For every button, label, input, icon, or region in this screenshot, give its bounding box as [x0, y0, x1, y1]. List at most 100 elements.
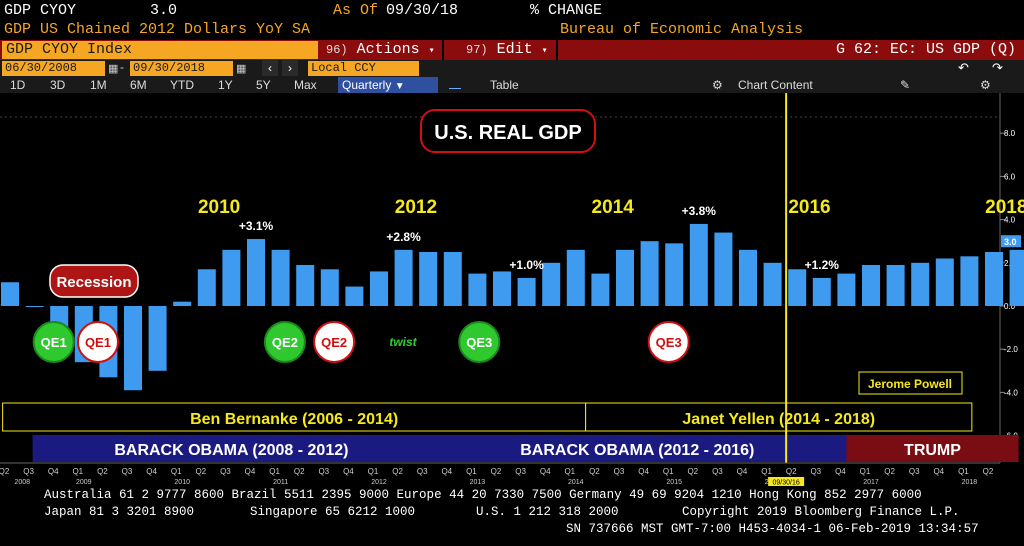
x-quarter-label: Q1 [663, 467, 674, 476]
president-bar [846, 435, 1019, 462]
gdp-bar [370, 271, 388, 306]
x-quarter-label: Q2 [491, 467, 502, 476]
range-button-max[interactable]: Max [294, 78, 317, 92]
x-year-label: 2013 [470, 479, 486, 486]
start-date-input[interactable]: 06/30/2008 [2, 61, 105, 76]
data-source: Bureau of Economic Analysis [560, 21, 804, 38]
x-year-label: 2012 [371, 479, 387, 486]
footer-phones-1: Australia 61 2 9777 8600 Brazil 5511 239… [44, 488, 922, 502]
gdp-bar [542, 262, 561, 306]
gdp-bar [271, 249, 290, 306]
next-period-button[interactable]: › [282, 60, 298, 76]
recession-box [49, 264, 139, 298]
x-quarter-label: Q4 [343, 467, 354, 476]
x-quarter-label: Q2 [294, 467, 305, 476]
frequency-select[interactable]: Quarterly ▼ [338, 77, 438, 93]
x-quarter-label: Q1 [171, 467, 182, 476]
x-quarter-label: Q3 [220, 467, 231, 476]
x-quarter-label: Q4 [441, 467, 452, 476]
x-quarter-label: Q3 [417, 467, 428, 476]
president-label: TRUMP [904, 442, 961, 459]
qe-label: QE1 [85, 335, 111, 350]
edit-chart-icon[interactable]: ✎ [900, 78, 911, 92]
range-button-1y[interactable]: 1Y [218, 78, 233, 92]
x-quarter-label: Q3 [614, 467, 625, 476]
range-button-ytd[interactable]: YTD [170, 78, 194, 92]
gdp-bar [665, 243, 684, 306]
range-button-5y[interactable]: 5Y [256, 78, 271, 92]
range-button-3d[interactable]: 3D [50, 78, 66, 92]
gdp-bar [640, 241, 659, 306]
prev-period-button[interactable]: ‹ [262, 60, 278, 76]
edit-label: Edit [496, 41, 533, 58]
x-quarter-label: Q1 [958, 467, 969, 476]
footer-session: SN 737666 MST GMT-7:00 H453-4034-1 06-Fe… [566, 522, 979, 536]
table-button[interactable]: Table [490, 78, 519, 92]
x-quarter-label: Q2 [983, 467, 994, 476]
value-annotation: +3.8% [682, 204, 717, 218]
range-button-1d[interactable]: 1D [10, 78, 26, 92]
qe-marker [32, 321, 75, 363]
gdp-bar [985, 252, 1003, 306]
value-annotation: +1.2% [805, 258, 840, 272]
range-button-6m[interactable]: 6M [130, 78, 147, 92]
x-year-label: 2015 [666, 479, 682, 486]
gdp-bar [148, 306, 167, 371]
twist-label: twist [389, 335, 417, 349]
undo-icon[interactable]: ↶ [958, 60, 969, 75]
line-chart-icon[interactable]: ⎼ [448, 78, 461, 92]
gdp-bar [837, 273, 856, 306]
calendar-icon[interactable]: ▦ [108, 63, 119, 75]
qe-label: QE3 [466, 335, 492, 350]
y-tick-label: 8.0 [1004, 129, 1016, 138]
x-quarter-label: Q2 [786, 467, 797, 476]
range-button-1m[interactable]: 1M [90, 78, 107, 92]
end-date-input[interactable]: 09/30/2018 [130, 61, 233, 76]
president-label: BARACK OBAMA (2012 - 2016) [520, 442, 754, 459]
gear-icon[interactable]: ⚙ [980, 78, 991, 92]
as-of-date: 09/30/18 [386, 2, 459, 19]
chart-settings-icon[interactable]: ⚙ [712, 78, 723, 92]
x-quarter-label: Q3 [810, 467, 821, 476]
qe-marker [76, 321, 119, 363]
gdp-bar [812, 277, 831, 306]
x-year-label: 2017 [863, 479, 879, 486]
vline-date-label: 09/30/16 [773, 480, 800, 487]
currency-select[interactable]: Local CCY [308, 61, 419, 76]
y-tick-label: 4.0 [1004, 216, 1016, 225]
year-label: 2018 [985, 197, 1024, 218]
gdp-bar [1009, 249, 1024, 306]
header-row: GDP CYOY 3.0 As Of 09/30/18 % CHANGE [0, 0, 1024, 22]
redo-icon[interactable]: ↷ [992, 60, 1003, 75]
x-year-label: 2018 [962, 479, 978, 486]
chart-title: U.S. REAL GDP [434, 122, 581, 144]
frequency-value: Quarterly [342, 78, 392, 92]
x-quarter-label: Q1 [368, 467, 379, 476]
gdp-bar [739, 249, 757, 306]
x-quarter-label: Q2 [0, 467, 10, 476]
qe-label: QE1 [41, 335, 67, 350]
footer-copyright: Copyright 2019 Bloomberg Finance L.P. [682, 505, 960, 519]
gdp-bar [886, 264, 905, 306]
x-quarter-label: Q4 [48, 467, 59, 476]
actions-menu[interactable]: 96) Actions ▾ [326, 40, 435, 60]
security-field[interactable]: GDP CYOY Index [2, 41, 318, 59]
x-quarter-label: Q3 [909, 467, 920, 476]
as-of-label: As Of [333, 2, 379, 19]
gdp-bar [960, 256, 979, 306]
actions-label: Actions [356, 41, 420, 58]
x-year-label: 2011 [273, 479, 288, 486]
chart-content-button[interactable]: Chart Content [738, 78, 813, 92]
gdp-bar [124, 306, 142, 391]
gdp-bar [320, 269, 339, 306]
x-quarter-label: Q4 [540, 467, 551, 476]
gdp-bar [443, 252, 462, 306]
x-quarter-label: Q2 [195, 467, 206, 476]
calendar-icon[interactable]: ▦ [236, 63, 247, 75]
footer-japan: Japan 81 3 3201 8900 [44, 505, 195, 519]
gdp-bar [1, 282, 19, 306]
y-tick-label: 0.0 [1004, 302, 1016, 311]
qe-marker [458, 321, 501, 363]
edit-menu[interactable]: 97) Edit ▾ [466, 40, 548, 60]
actions-num: 96) [326, 43, 348, 57]
